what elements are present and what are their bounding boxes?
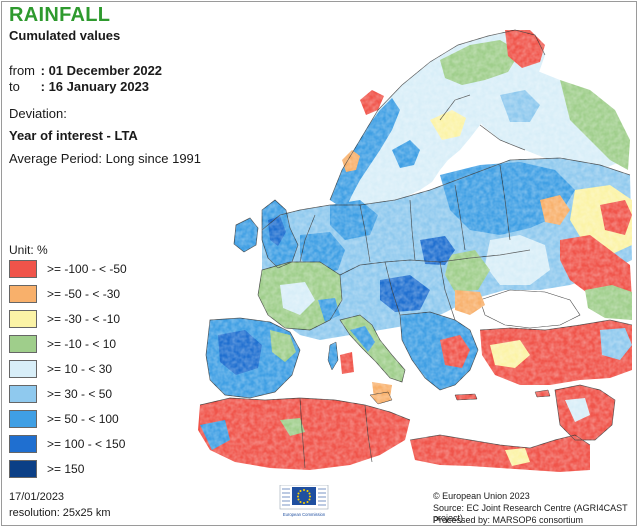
- page-subtitle: Cumulated values: [9, 28, 121, 43]
- source-text: Source: EC Joint Research Centre (AGRI4C…: [433, 503, 628, 523]
- european-commission-logo: European Commission: [279, 485, 329, 517]
- legend-label: >= 150: [47, 462, 85, 476]
- deviation-label: Deviation:: [9, 106, 67, 121]
- from-label: from: [9, 63, 35, 78]
- resolution-label: resolution: 25x25 km: [9, 507, 111, 519]
- issue-date: 17/01/2023: [9, 491, 65, 503]
- legend-label: >= 50 - < 100: [47, 412, 119, 426]
- legend-swatch: [9, 310, 37, 328]
- legend-label: >= 100 - < 150: [47, 437, 126, 451]
- legend-item: >= 50 - < 100: [9, 410, 169, 432]
- to-label: to: [9, 79, 20, 94]
- legend-item: >= 100 - < 150: [9, 435, 169, 457]
- from-date: : 01 December 2022: [40, 63, 163, 78]
- legend-label: >= -10 - < 10: [47, 337, 117, 351]
- page-title: RAINFALL: [9, 4, 111, 26]
- processed-text: Processed by: MARSOP6 consortium: [433, 515, 584, 525]
- average-period-label: Average Period: Long since 1991: [9, 151, 202, 166]
- legend-item: >= -100 - < -50: [9, 260, 169, 282]
- legend-swatch: [9, 460, 37, 478]
- legend-item: >= -10 - < 10: [9, 335, 169, 357]
- legend-item: >= 150: [9, 460, 169, 482]
- legend-label: >= -30 - < -10: [47, 312, 121, 326]
- logo-text: European Commission: [283, 512, 326, 517]
- legend-swatch: [9, 385, 37, 403]
- legend-swatch: [9, 335, 37, 353]
- copyright-text: © European Union 2023: [433, 491, 530, 501]
- legend-item: >= -30 - < -10: [9, 310, 169, 332]
- legend-swatch: [9, 410, 37, 428]
- legend-label: >= -50 - < -30: [47, 287, 121, 301]
- legend-swatch: [9, 435, 37, 453]
- legend-label: >= -100 - < -50: [47, 262, 127, 276]
- legend-item: >= 30 - < 50: [9, 385, 169, 407]
- to-row: to : 16 January 2023: [9, 79, 149, 94]
- legend-unit: Unit: %: [9, 243, 48, 257]
- legend-swatch: [9, 285, 37, 303]
- legend-item: >= -50 - < -30: [9, 285, 169, 307]
- from-row: from : 01 December 2022: [9, 63, 162, 78]
- legend-swatch: [9, 360, 37, 378]
- legend-swatch: [9, 260, 37, 278]
- legend-label: >= 30 - < 50: [47, 387, 113, 401]
- comparison-label: Year of interest - LTA: [9, 128, 138, 143]
- to-date: : 16 January 2023: [40, 79, 150, 94]
- legend-item: >= 10 - < 30: [9, 360, 169, 382]
- legend-label: >= 10 - < 30: [47, 362, 113, 376]
